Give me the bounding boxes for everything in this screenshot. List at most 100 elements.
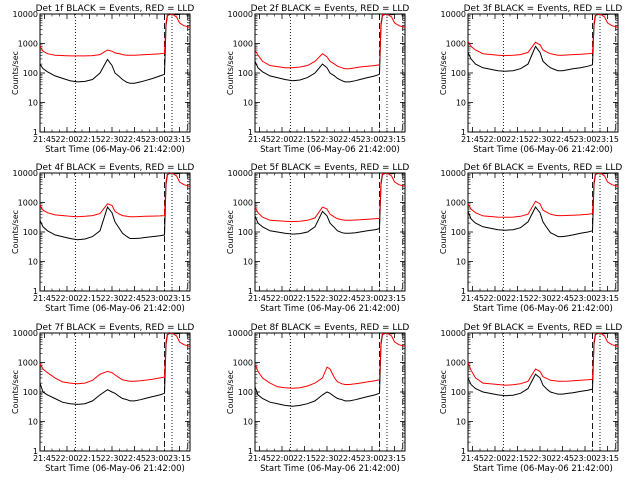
detector-panel-7: Det 7f BLACK = Events, RED = LLD 1 10 100 10… <box>11 323 194 474</box>
y-tick-label: 1 <box>33 287 38 296</box>
y-tick-label: 10 <box>243 258 253 267</box>
y-tick-label: 10 <box>456 418 466 427</box>
x-tick-label: 23:15 <box>596 454 619 463</box>
x-tick-label: 22:30 <box>315 454 338 463</box>
series-group <box>468 14 618 72</box>
x-tick-label: 23:15 <box>168 454 191 463</box>
y-tick-label: 10000 <box>441 169 466 178</box>
x-tick-label: 23:00 <box>573 135 596 144</box>
x-tick-label: 23:00 <box>360 454 383 463</box>
y-tick-label: 100 <box>238 69 253 78</box>
detector-panel-8: Det 8f BLACK = Events, RED = LLD 1 10 100 10… <box>226 323 409 474</box>
y-tick-label: 10000 <box>441 10 466 19</box>
lld-series-line <box>40 333 190 385</box>
panel-title: Det 5f BLACK = Events, RED = LLD <box>251 163 410 173</box>
x-tick-label: 22:00 <box>270 454 293 463</box>
y-axis-label: Counts/sec <box>439 210 448 254</box>
x-tick-label: 22:15 <box>506 454 529 463</box>
x-axis-label: Start Time (06-May-06 21:42:00) <box>45 304 185 314</box>
x-tick-label: 23:00 <box>145 454 168 463</box>
x-tick-label: 22:00 <box>55 135 78 144</box>
x-tick-label: 22:45 <box>551 454 574 463</box>
plot-frame <box>39 332 191 452</box>
panel-title: Det 6f BLACK = Events, RED = LLD <box>464 163 623 173</box>
x-tick-label: 21:45 <box>461 454 484 463</box>
y-tick-label: 100 <box>23 228 38 237</box>
lld-series-line <box>40 173 190 218</box>
x-tick-label: 22:45 <box>551 135 574 144</box>
y-axis-label: Counts/sec <box>11 51 20 95</box>
events-series-line <box>40 14 190 84</box>
y-axis-label: Counts/sec <box>226 210 235 254</box>
y-tick-label: 10 <box>243 418 253 427</box>
x-tick-label: 23:15 <box>596 294 619 303</box>
x-tick-label: 22:45 <box>338 135 361 144</box>
x-tick-label: 22:30 <box>528 454 551 463</box>
y-tick-label: 1 <box>248 447 253 456</box>
x-tick-label: 22:15 <box>78 454 101 463</box>
x-tick-label: 22:00 <box>483 135 506 144</box>
y-tick-label: 1 <box>461 128 466 137</box>
x-tick-label: 22:15 <box>78 135 101 144</box>
x-tick-label: 23:15 <box>383 294 406 303</box>
y-tick-label: 1000 <box>446 359 466 368</box>
detector-panel-4: Det 4f BLACK = Events, RED = LLD 1 10 100 10… <box>11 163 194 314</box>
y-tick-label: 100 <box>451 388 466 397</box>
y-tick-label: 1000 <box>233 359 253 368</box>
events-series-line <box>255 173 405 235</box>
y-tick-label: 1000 <box>446 199 466 208</box>
y-tick-label: 100 <box>238 388 253 397</box>
x-tick-label: 22:30 <box>528 135 551 144</box>
x-tick-label: 23:15 <box>168 135 191 144</box>
x-tick-label: 22:00 <box>270 294 293 303</box>
lld-series-line <box>468 173 618 218</box>
detector-panel-9: Det 9f BLACK = Events, RED = LLD 1 10 100 10… <box>439 323 622 474</box>
y-tick-label: 10000 <box>13 169 38 178</box>
x-tick-label: 22:00 <box>270 135 293 144</box>
detector-panel-2: Det 2f BLACK = Events, RED = LLD 1 10 100 10… <box>226 4 409 155</box>
x-tick-label: 22:45 <box>123 135 146 144</box>
x-tick-label: 23:15 <box>596 135 619 144</box>
series-group <box>40 173 190 241</box>
series-group <box>255 14 405 83</box>
x-tick-label: 23:15 <box>383 135 406 144</box>
x-tick-label: 22:45 <box>338 294 361 303</box>
x-tick-label: 23:00 <box>573 294 596 303</box>
y-axis-label: Counts/sec <box>11 210 20 254</box>
panel-title: Det 2f BLACK = Events, RED = LLD <box>251 4 410 14</box>
y-tick-label: 1000 <box>18 199 38 208</box>
series-group <box>40 14 190 84</box>
x-tick-label: 22:15 <box>293 454 316 463</box>
y-axis-label: Counts/sec <box>226 51 235 95</box>
x-tick-label: 22:30 <box>315 135 338 144</box>
y-tick-label: 10 <box>456 99 466 108</box>
x-axis-label: Start Time (06-May-06 21:42:00) <box>473 304 613 314</box>
y-tick-label: 1000 <box>233 199 253 208</box>
y-tick-label: 100 <box>451 69 466 78</box>
x-axis-label: Start Time (06-May-06 21:42:00) <box>260 464 400 474</box>
y-tick-label: 1000 <box>446 40 466 49</box>
x-tick-label: 22:15 <box>506 135 529 144</box>
y-tick-label: 10000 <box>228 329 253 338</box>
plot-frame <box>467 172 619 292</box>
lld-series-line <box>40 14 190 57</box>
events-series-line <box>40 333 190 405</box>
x-axis-label: Start Time (06-May-06 21:42:00) <box>45 464 185 474</box>
y-axis-label: Counts/sec <box>439 51 448 95</box>
x-tick-label: 23:00 <box>360 135 383 144</box>
detector-panel-1: Det 1f BLACK = Events, RED = LLD 1 10 100 10… <box>11 4 194 155</box>
y-tick-label: 1 <box>248 128 253 137</box>
x-tick-label: 22:15 <box>506 294 529 303</box>
x-axis-label: Start Time (06-May-06 21:42:00) <box>45 145 185 155</box>
y-axis-label: Counts/sec <box>226 370 235 414</box>
x-tick-label: 22:15 <box>78 294 101 303</box>
events-series-line <box>468 333 618 397</box>
y-tick-label: 100 <box>23 388 38 397</box>
y-axis-label: Counts/sec <box>439 370 448 414</box>
x-tick-label: 22:00 <box>55 294 78 303</box>
panel-title: Det 9f BLACK = Events, RED = LLD <box>464 323 623 333</box>
series-group <box>468 333 618 397</box>
x-tick-label: 21:45 <box>248 135 271 144</box>
y-tick-label: 10 <box>456 258 466 267</box>
